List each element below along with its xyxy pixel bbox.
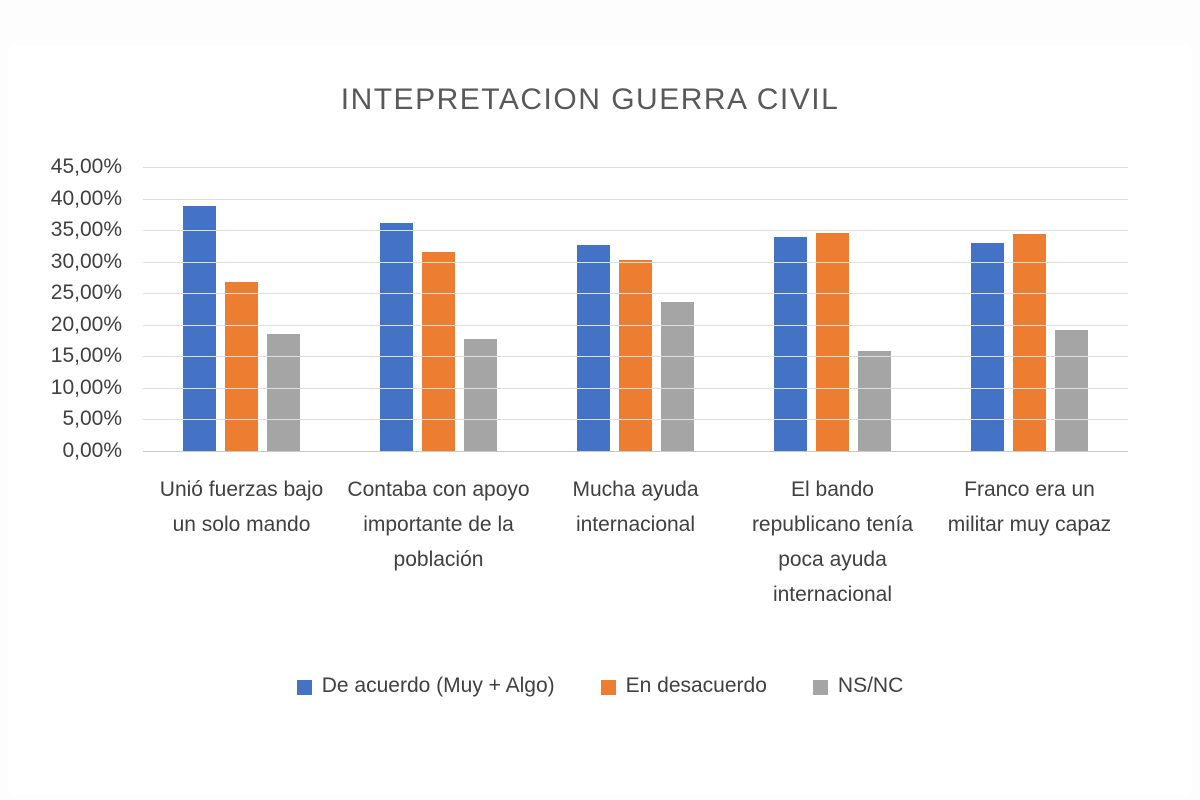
legend-item: En desacuerdo bbox=[600, 674, 767, 698]
legend-swatch-icon bbox=[812, 679, 828, 695]
bar-group bbox=[537, 167, 734, 451]
gridline bbox=[143, 356, 1128, 358]
y-tick-label: 25,00% bbox=[50, 281, 122, 305]
legend: De acuerdo (Muy + Algo) En desacuerdo NS/N… bbox=[0, 674, 1200, 698]
y-tick-label: 10,00% bbox=[50, 375, 122, 399]
bar-group bbox=[340, 167, 537, 451]
gridline bbox=[143, 230, 1128, 232]
y-tick-label: 35,00% bbox=[50, 218, 122, 242]
y-tick-label: 20,00% bbox=[50, 312, 122, 336]
bar-group bbox=[143, 167, 340, 451]
category-label: Mucha ayuda internacional bbox=[572, 478, 699, 536]
legend-label: NS/NC bbox=[837, 674, 904, 697]
y-tick-label: 40,00% bbox=[50, 186, 122, 210]
gridline bbox=[143, 198, 1128, 200]
bar-disagree bbox=[225, 281, 258, 451]
bar-group bbox=[734, 167, 931, 451]
bar-disagree bbox=[816, 232, 849, 451]
gridline bbox=[143, 167, 1128, 168]
y-tick-label: 15,00% bbox=[50, 344, 122, 368]
legend-swatch-icon bbox=[600, 679, 616, 695]
bar-agree bbox=[971, 242, 1004, 451]
chart-title: INTEPRETACION GUERRA CIVIL bbox=[340, 83, 840, 116]
bar-disagree bbox=[422, 252, 455, 451]
gridline bbox=[143, 293, 1128, 295]
bar-nsnc bbox=[858, 351, 891, 451]
legend-item: NS/NC bbox=[812, 674, 904, 698]
y-axis: 45,00% 40,00% 35,00% 30,00% 25,00% 20,00% 15,0… bbox=[0, 0, 122, 800]
legend-label: De acuerdo (Muy + Algo) bbox=[321, 674, 555, 697]
gridline bbox=[143, 387, 1128, 389]
category-label: Franco era un militar muy capaz bbox=[947, 478, 1112, 536]
bar-disagree bbox=[1013, 233, 1046, 451]
gridline bbox=[143, 324, 1128, 326]
y-tick-label: 0,00% bbox=[62, 439, 122, 462]
bar-agree bbox=[577, 244, 610, 451]
bar-disagree bbox=[619, 260, 652, 451]
gridline bbox=[143, 261, 1128, 263]
legend-item: De acuerdo (Muy + Algo) bbox=[296, 674, 555, 698]
bar-agree bbox=[183, 205, 216, 451]
bar-nsnc bbox=[464, 338, 497, 451]
gridline bbox=[143, 419, 1128, 421]
legend-label: En desacuerdo bbox=[625, 674, 767, 697]
y-tick-label: 5,00% bbox=[62, 407, 122, 431]
y-tick-label: 45,00% bbox=[50, 155, 122, 178]
plot-area bbox=[143, 167, 1128, 452]
bar-nsnc bbox=[661, 302, 694, 451]
category-label: Contaba con apoyo importante de la pobla… bbox=[347, 478, 530, 571]
y-tick-label: 30,00% bbox=[50, 249, 122, 273]
bar-nsnc bbox=[267, 333, 300, 451]
legend-swatch-icon bbox=[296, 679, 312, 695]
x-axis: Unió fuerzas bajo un solo mando Contaba c… bbox=[143, 472, 1128, 612]
bar-agree bbox=[774, 237, 807, 451]
category-label: El bando republicano tenía poca ayuda in… bbox=[751, 478, 914, 606]
category-label: Unió fuerzas bajo un solo mando bbox=[159, 478, 324, 536]
bar-groups bbox=[143, 167, 1128, 451]
gridline bbox=[143, 451, 1128, 452]
bar-agree bbox=[380, 223, 413, 451]
bar-group bbox=[931, 167, 1128, 451]
bar-nsnc bbox=[1055, 329, 1088, 451]
